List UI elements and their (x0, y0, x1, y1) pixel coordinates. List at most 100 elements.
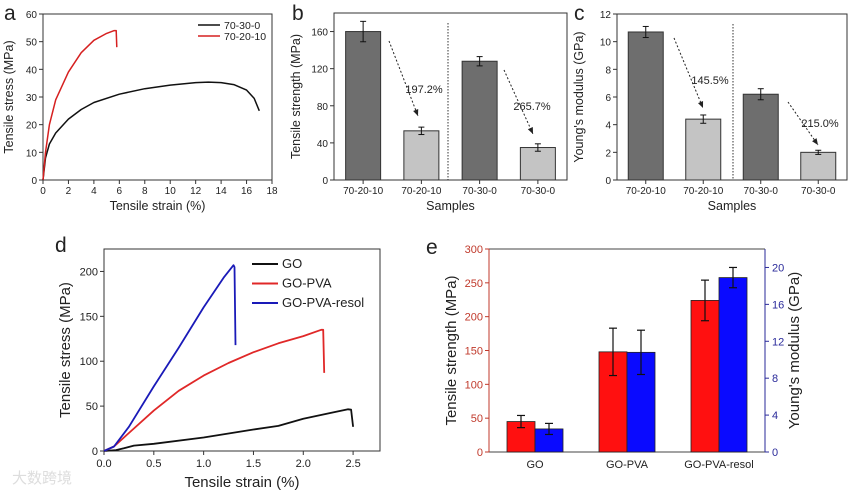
bar (403, 130, 440, 181)
y-tick-label: 10 (26, 148, 38, 159)
bar (742, 93, 779, 181)
arrow-head-icon (413, 109, 419, 116)
x-tick-label: 4 (91, 186, 97, 197)
x-tick-label: GO-PVA-resol (684, 459, 753, 471)
legend-label: 70-30-0 (224, 20, 260, 32)
watermark-logo: 大数跨境 (12, 469, 72, 487)
y-tick-label: 16 (772, 299, 784, 311)
panel-letter-d: d (55, 234, 67, 257)
y-axis-title: Young's modulus (GPa) (572, 31, 586, 162)
y-tick-label: 60 (26, 10, 38, 21)
y-axis-title: Tensile strength (MPa) (443, 275, 460, 425)
plot-frame (103, 248, 381, 452)
arrow-head-icon (812, 138, 818, 145)
x-tick-label: 16 (241, 186, 253, 197)
series-line-70-20-10 (42, 29, 118, 181)
y-tick-label: 120 (311, 65, 328, 76)
x-axis-title: Tensile strain (%) (110, 199, 206, 213)
series-line-go (103, 408, 354, 452)
y-tick-label: 4 (772, 410, 778, 422)
y2-axis-title: Young's modulus (GPa) (786, 272, 803, 429)
x-tick-label: GO-PVA (606, 459, 649, 471)
x-tick-label: GO (526, 459, 544, 471)
y-tick-label: 0 (605, 176, 611, 187)
y-tick-label: 40 (317, 139, 329, 150)
y-tick-label: 8 (772, 373, 778, 385)
x-tick-label: 0 (40, 186, 46, 197)
y-tick-label: 160 (311, 28, 328, 39)
y-axis-title: Tensile stress (MPa) (2, 40, 16, 153)
x-axis-title: Samples (426, 199, 475, 213)
y-tick-label: 50 (26, 38, 38, 49)
x-tick-label: 1.0 (196, 458, 211, 470)
x-axis-title: Tensile strain (%) (184, 474, 299, 491)
series-line-70-30-0 (42, 81, 260, 181)
annotation-label: 265.7% (513, 101, 551, 113)
x-axis-title: Samples (708, 199, 757, 213)
y-tick-label: 100 (80, 356, 98, 368)
legend-label: 70-20-10 (224, 31, 266, 43)
bar (685, 118, 722, 181)
annotation-label: 145.5% (691, 75, 729, 87)
y-tick-label: 80 (317, 102, 329, 113)
series-line-go-pva (103, 328, 326, 452)
y-tick-label: 300 (465, 244, 483, 256)
bar (461, 60, 498, 181)
x-tick-label: 2.5 (345, 458, 360, 470)
y-tick-label: 20 (26, 121, 38, 132)
y-tick-label: 50 (86, 401, 98, 413)
y-tick-label: 0 (31, 176, 37, 187)
legend-label: GO (282, 256, 302, 271)
y-tick-label: 30 (26, 93, 38, 104)
y-tick-label: 50 (471, 413, 483, 425)
bar (345, 31, 382, 181)
x-tick-label: 70-20-10 (683, 186, 723, 197)
bar (519, 147, 556, 181)
y-axis-title: Tensile stress (MPa) (57, 282, 74, 418)
series-line-go-pva-resol (103, 264, 237, 452)
bar-youngs-modulus (718, 277, 748, 453)
bar (627, 31, 664, 181)
y-tick-label: 4 (605, 121, 611, 132)
x-tick-label: 70-20-10 (401, 186, 441, 197)
x-tick-label: 70-20-10 (343, 186, 383, 197)
y-axis-title: Tensile strength (MPa) (289, 34, 303, 159)
x-tick-label: 70-20-10 (626, 186, 666, 197)
x-tick-label: 0.5 (146, 458, 161, 470)
x-tick-label: 70-30-0 (744, 186, 779, 197)
y-tick-label: 0 (92, 446, 98, 458)
x-tick-label: 2.0 (296, 458, 311, 470)
x-tick-label: 2 (66, 186, 72, 197)
y-tick-label: 40 (26, 65, 38, 76)
y-tick-label: 0 (322, 176, 328, 187)
x-tick-label: 12 (190, 186, 202, 197)
y-tick-label: 150 (465, 346, 483, 358)
x-tick-label: 8 (142, 186, 148, 197)
legend-label: GO-PVA-resol (282, 295, 364, 310)
panel-letter-c: c (574, 2, 585, 25)
bar-tensile-strength (690, 300, 720, 453)
x-tick-label: 10 (165, 186, 177, 197)
y-tick-label: 250 (465, 278, 483, 290)
arrow-head-icon (698, 101, 704, 108)
y-tick-label: 150 (80, 311, 98, 323)
y-tick-label: 200 (80, 266, 98, 278)
annotation-arrow (388, 40, 419, 117)
y-tick-label: 200 (465, 312, 483, 324)
x-tick-label: 0.0 (96, 458, 111, 470)
annotation-label: 197.2% (405, 84, 443, 96)
bar (800, 151, 837, 181)
x-tick-label: 14 (216, 186, 228, 197)
y-tick-label: 12 (600, 10, 612, 21)
y-tick-label: 20 (772, 262, 784, 274)
panel-letter-b: b (292, 2, 304, 25)
panel-letter-e: e (426, 236, 438, 259)
x-tick-label: 70-30-0 (462, 186, 497, 197)
panel-letter-a: a (4, 2, 16, 25)
x-tick-label: 1.5 (246, 458, 261, 470)
annotation-label: 215.0% (801, 118, 839, 130)
annotation-arrow (787, 101, 819, 146)
arrow-head-icon (527, 127, 533, 134)
y-tick-label: 0 (477, 447, 483, 459)
